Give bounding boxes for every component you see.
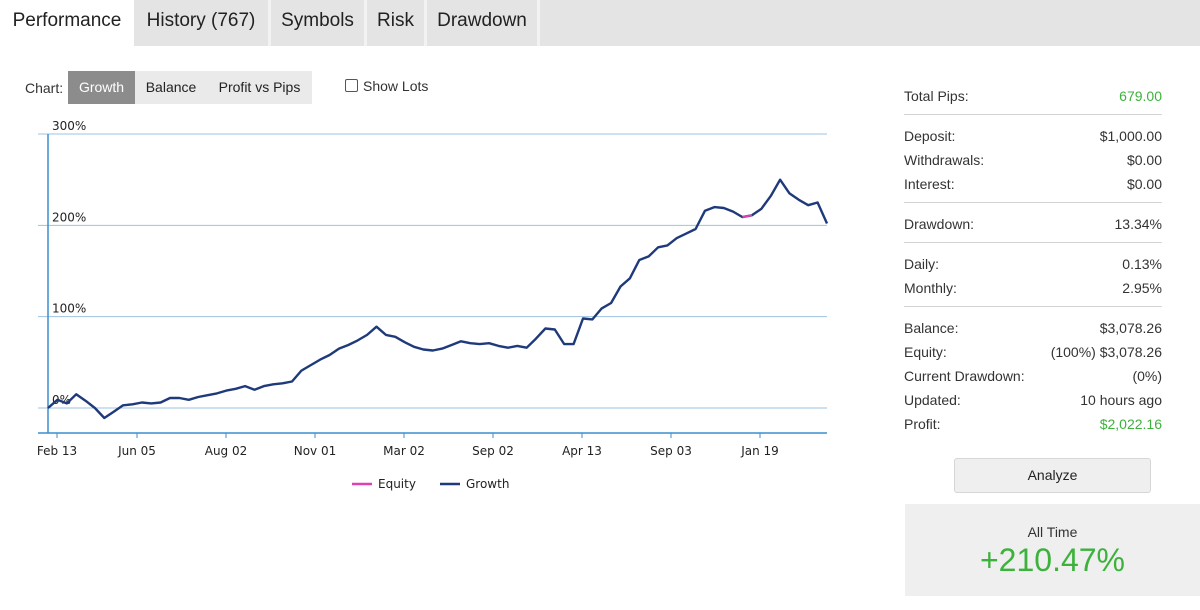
stat-label: Profit: — [904, 416, 941, 432]
equity-series-line — [742, 214, 753, 219]
tab-performance[interactable]: Performance — [0, 0, 134, 46]
x-tick-label: Sep 02 — [472, 444, 514, 458]
chart-mode-balance-button[interactable]: Balance — [135, 71, 207, 104]
stat-current-drawdown: Current Drawdown: (0%) — [904, 364, 1162, 388]
x-tick-label: Apr 13 — [562, 444, 602, 458]
tab-risk[interactable]: Risk — [367, 0, 427, 46]
divider — [904, 242, 1162, 243]
x-tick-label: Feb 13 — [37, 444, 77, 458]
stat-value: $0.00 — [1126, 176, 1162, 192]
stat-drawdown: Drawdown: 13.34% — [904, 212, 1162, 236]
stat-value: $0.00 — [1126, 152, 1162, 168]
chart-mode-growth-button[interactable]: Growth — [68, 71, 135, 104]
chart-mode-profit-vs-pips-button[interactable]: Profit vs Pips — [207, 71, 312, 104]
stat-label: Monthly: — [904, 280, 957, 296]
stat-label: Deposit: — [904, 128, 956, 144]
x-tick-label: Aug 02 — [205, 444, 248, 458]
stat-value: 0.13% — [1122, 256, 1162, 272]
x-tick-label: Jan 19 — [740, 444, 779, 458]
stats-panel: Total Pips: 679.00 Deposit: $1,000.00 Wi… — [904, 84, 1162, 436]
stat-value: 10 hours ago — [1080, 392, 1162, 408]
x-tick-label: Nov 01 — [294, 444, 337, 458]
y-tick-label: 200% — [52, 210, 86, 224]
show-lots-checkbox[interactable] — [345, 78, 358, 92]
divider — [904, 202, 1162, 203]
show-lots-label: Show Lots — [363, 78, 429, 94]
tab-drawdown[interactable]: Drawdown — [427, 0, 540, 46]
divider — [904, 306, 1162, 307]
stat-value: 2.95% — [1122, 280, 1162, 296]
tab-bar: Performance History (767) Symbols Risk D… — [0, 0, 1200, 46]
chart-label: Chart: — [25, 80, 64, 96]
stat-total-pips: Total Pips: 679.00 — [904, 84, 1162, 108]
stat-label: Interest: — [904, 176, 955, 192]
stat-value: $1,000.00 — [1099, 128, 1162, 144]
growth-chart: 300% 200% 100% 0% Feb 13 Jun 05 Aug 02 Nov 01 M… — [37, 119, 829, 491]
y-tick-label: 100% — [52, 302, 86, 316]
x-tick-label: Sep 03 — [650, 444, 692, 458]
stat-label: Drawdown: — [904, 216, 975, 232]
stat-value: (0%) — [1132, 368, 1162, 384]
stat-balance: Balance: $3,078.26 — [904, 316, 1162, 340]
stat-value: 13.34% — [1114, 216, 1162, 232]
stat-label: Daily: — [904, 256, 940, 272]
x-tick-label: Mar 02 — [383, 444, 425, 458]
stat-value: 679.00 — [1119, 88, 1162, 104]
legend-growth-label: Growth — [466, 477, 509, 491]
tab-history[interactable]: History (767) — [134, 0, 271, 46]
growth-series-line — [47, 178, 829, 420]
stat-withdrawals: Withdrawals: $0.00 — [904, 148, 1162, 172]
stat-value: (100%) $3,078.26 — [1050, 344, 1162, 360]
stat-label: Equity: — [904, 344, 947, 360]
y-tick-label: 0% — [52, 393, 71, 407]
stat-label: Updated: — [904, 392, 961, 408]
legend-equity-label: Equity — [378, 477, 416, 491]
stat-label: Current Drawdown: — [904, 368, 1025, 384]
stat-updated: Updated: 10 hours ago — [904, 388, 1162, 412]
tab-symbols[interactable]: Symbols — [271, 0, 367, 46]
divider — [904, 114, 1162, 115]
stat-label: Withdrawals: — [904, 152, 985, 168]
stat-deposit: Deposit: $1,000.00 — [904, 124, 1162, 148]
show-lots-toggle[interactable]: Show Lots — [345, 78, 428, 94]
stat-value: $3,078.26 — [1099, 320, 1162, 336]
stat-label: Total Pips: — [904, 88, 969, 104]
all-time-value: +210.47% — [979, 542, 1125, 578]
stat-profit: Profit: $2,022.16 — [904, 412, 1162, 436]
all-time-label: All Time — [1027, 524, 1078, 540]
y-tick-label: 300% — [52, 119, 86, 133]
stat-label: Balance: — [904, 320, 959, 336]
stat-value: $2,022.16 — [1099, 416, 1162, 432]
stat-daily: Daily: 0.13% — [904, 252, 1162, 276]
stat-monthly: Monthly: 2.95% — [904, 276, 1162, 300]
analyze-button[interactable]: Analyze — [954, 458, 1151, 493]
stat-equity: Equity: (100%) $3,078.26 — [904, 340, 1162, 364]
x-tick-label: Jun 05 — [117, 444, 156, 458]
all-time-box: All Time +210.47% — [905, 504, 1200, 596]
stat-interest: Interest: $0.00 — [904, 172, 1162, 196]
